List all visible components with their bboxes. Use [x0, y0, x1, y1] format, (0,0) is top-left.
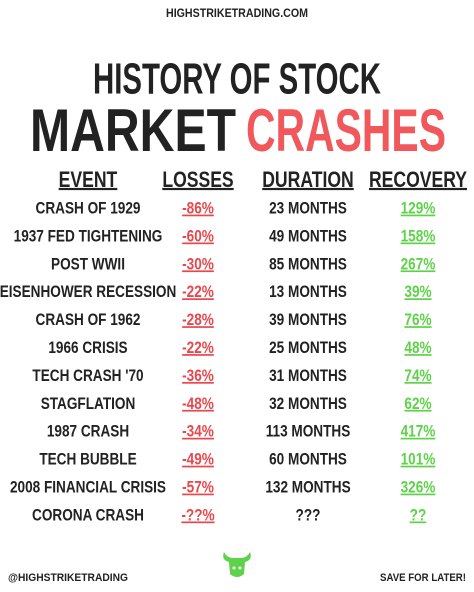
loss-cell: -48% — [182, 394, 214, 413]
event-cell: CRASH OF 1929 — [36, 199, 141, 218]
duration-cell: 39 MONTHS — [269, 311, 347, 330]
duration-cell: 49 MONTHS — [269, 227, 347, 246]
loss-cell: -57% — [182, 478, 214, 497]
duration-cell: 32 MONTHS — [269, 394, 347, 413]
loss-cell: -28% — [182, 311, 214, 330]
recovery-cell: 326% — [401, 478, 436, 497]
event-cell: 1937 FED TIGHTENING — [14, 227, 163, 246]
event-cell: CORONA CRASH — [32, 506, 144, 525]
column-header: DURATION — [262, 168, 354, 192]
loss-cell: -49% — [182, 450, 214, 469]
loss-cell: -30% — [182, 255, 214, 274]
event-cell: 1987 CRASH — [47, 422, 129, 441]
event-cell: CRASH OF 1962 — [36, 311, 141, 330]
duration-cell: 23 MONTHS — [269, 199, 347, 218]
event-cell: 1966 CRISIS — [48, 339, 127, 358]
duration-cell: 132 MONTHS — [265, 478, 350, 497]
recovery-cell: 48% — [404, 339, 431, 358]
loss-cell: -34% — [182, 422, 214, 441]
column-header: LOSSES — [162, 168, 233, 192]
loss-cell: -22% — [182, 283, 214, 302]
loss-cell: -86% — [182, 199, 214, 218]
loss-cell: -60% — [182, 227, 214, 246]
loss-cell: -??% — [181, 506, 214, 525]
duration-cell: 85 MONTHS — [269, 255, 347, 274]
recovery-cell: 158% — [401, 227, 436, 246]
recovery-cell: 76% — [404, 311, 431, 330]
recovery-cell: 417% — [401, 422, 436, 441]
event-cell: STAGFLATION — [41, 394, 136, 413]
title-word: MARKET — [30, 97, 236, 164]
recovery-cell: 129% — [401, 199, 436, 218]
event-cell: EISENHOWER RECESSION — [0, 283, 176, 302]
duration-cell: 113 MONTHS — [266, 422, 351, 441]
title-word-red: CRASHES — [246, 97, 446, 164]
cta: SAVE FOR LATER! — [380, 572, 466, 584]
column-header: EVENT — [59, 168, 118, 192]
event-cell: 2008 FINANCIAL CRISIS — [10, 478, 166, 497]
handle: @HIGHSTRIKETRADING — [8, 572, 128, 584]
duration-cell: 31 MONTHS — [269, 367, 347, 386]
duration-cell: 13 MONTHS — [269, 283, 347, 302]
event-cell: TECH BUBBLE — [39, 450, 136, 469]
recovery-cell: 74% — [404, 367, 431, 386]
event-cell: POST WWII — [51, 255, 125, 274]
duration-cell: 60 MONTHS — [269, 450, 347, 469]
recovery-cell: 39% — [404, 283, 431, 302]
title-line: HISTORY OF STOCK — [93, 55, 381, 104]
recovery-cell: 62% — [404, 394, 431, 413]
duration-cell: 25 MONTHS — [269, 339, 347, 358]
recovery-cell: 101% — [401, 450, 436, 469]
loss-cell: -22% — [182, 339, 214, 358]
column-header: RECOVERY — [369, 168, 467, 192]
recovery-cell: 267% — [401, 255, 436, 274]
loss-cell: -36% — [182, 367, 214, 386]
table: EVENT LOSSES DURATION RECOVERY CRASH OF 1929… — [0, 168, 467, 525]
event-cell: TECH CRASH '70 — [32, 367, 143, 386]
duration-cell: ??? — [296, 506, 321, 525]
bull-icon — [223, 552, 251, 577]
recovery-cell: ?? — [410, 506, 427, 525]
site: HIGHSTRIKETRADING.COM — [166, 6, 308, 20]
